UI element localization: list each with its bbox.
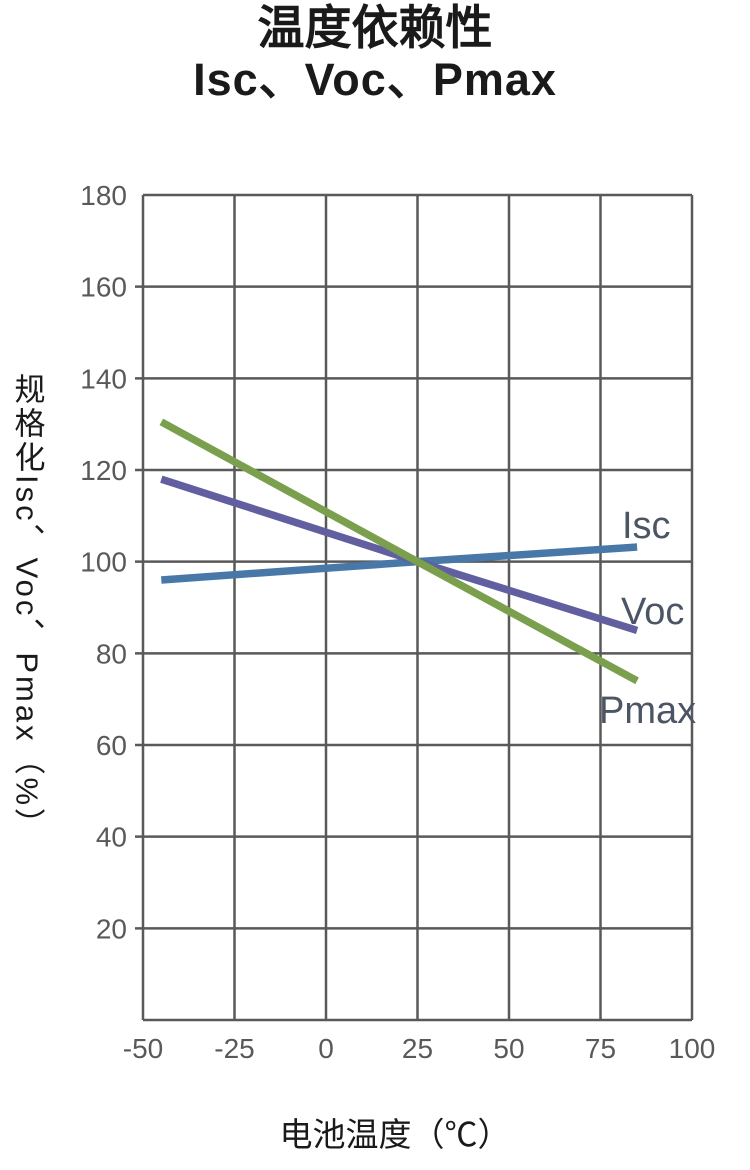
chart-title-line1: 温度依赖性 [257,1,493,54]
y-tick-label: 120 [80,455,127,486]
y-tick-label: 100 [80,547,127,578]
y-tick-label: 60 [96,730,127,761]
chart-title-line2: Isc、Voc、Pmax [193,53,557,105]
x-tick-label: 75 [585,1033,616,1064]
x-tick-label: -50 [123,1033,163,1064]
y-tick-label: 40 [96,822,127,853]
x-tick-label: 50 [493,1033,524,1064]
series-label-pmax: Pmax [599,690,696,732]
x-tick-label: 100 [669,1033,716,1064]
y-tick-label: 160 [80,272,127,303]
x-axis-title: 电池温度（℃） [279,1116,511,1153]
y-tick-label: 80 [96,638,127,669]
x-tick-label: 0 [318,1033,334,1064]
x-tick-label: 25 [402,1033,433,1064]
y-tick-label: 20 [96,913,127,944]
y-axis-title: 规格化Isc、Voc、Pmax（%） [9,372,45,843]
y-tick-label: 180 [80,180,127,211]
series-label-voc: Voc [621,591,684,633]
y-tick-label: 140 [80,363,127,394]
chart-title: 温度依赖性 Isc、Voc、Pmax [0,1,750,105]
series-label-isc: Isc [622,505,671,547]
x-tick-label: -25 [214,1033,254,1064]
series-line-pmax [159,418,639,685]
